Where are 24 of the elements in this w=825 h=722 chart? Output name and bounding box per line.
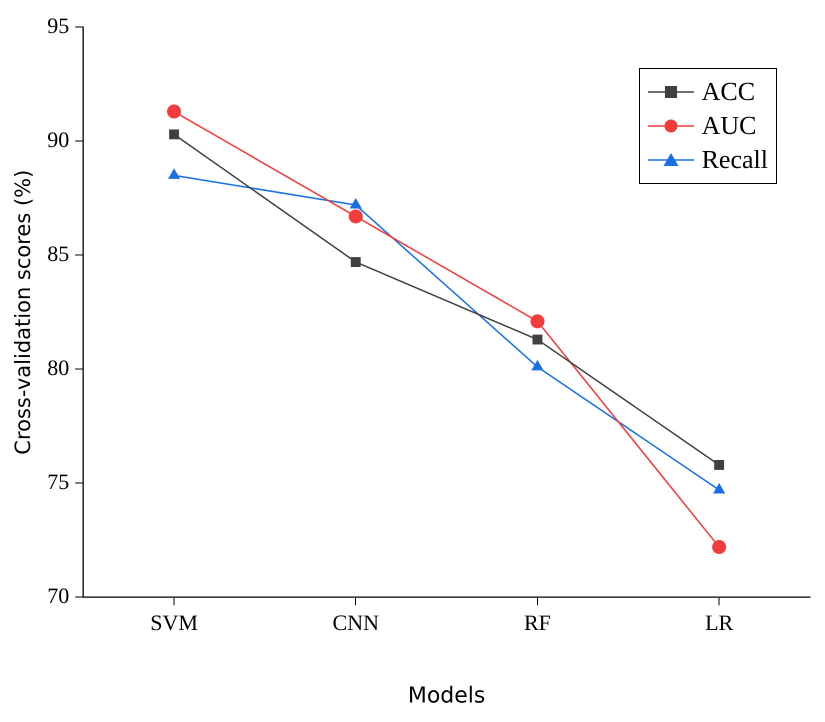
point	[530, 314, 544, 328]
point	[714, 460, 724, 470]
legend-label: ACC	[702, 76, 756, 108]
x-tick-label: LR	[705, 610, 734, 636]
point	[169, 129, 179, 140]
y-axis-title: Cross-validation scores (%)	[11, 170, 36, 455]
point	[350, 257, 361, 267]
y-tick-label: 90	[47, 126, 70, 152]
x-tick-label: CNN	[332, 610, 380, 636]
legend-label: Recall	[702, 144, 768, 176]
x-axis-title: Models	[408, 684, 486, 709]
point	[167, 104, 182, 119]
y-tick-label: 95	[47, 12, 70, 38]
y-tick-label: 85	[47, 240, 70, 266]
x-tick-label: SVM	[150, 610, 198, 636]
point	[348, 209, 363, 224]
point	[532, 334, 542, 345]
x-tick-label: RF	[524, 610, 551, 636]
legend-label: AUC	[702, 110, 756, 142]
y-tick-label: 80	[47, 354, 70, 380]
point	[350, 198, 362, 209]
point	[712, 540, 726, 554]
y-tick-label: 75	[47, 468, 70, 494]
y-tick-label: 70	[47, 582, 70, 608]
